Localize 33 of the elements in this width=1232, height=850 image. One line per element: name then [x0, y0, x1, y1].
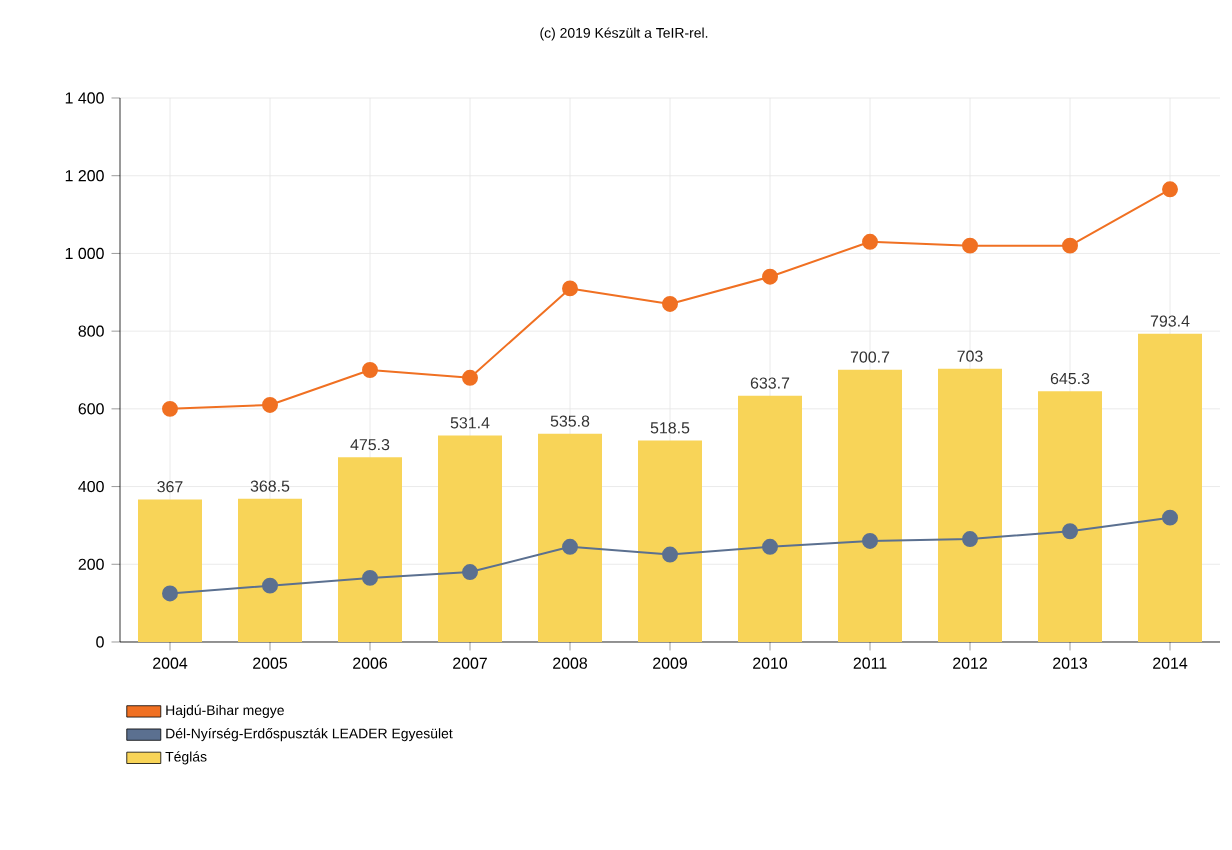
point: [962, 531, 978, 547]
point: [1162, 181, 1178, 198]
point: [262, 396, 278, 413]
point: [162, 400, 178, 417]
point: [762, 268, 778, 285]
point: [862, 532, 878, 549]
point: [1062, 523, 1078, 540]
bar: [338, 457, 402, 642]
point: [462, 564, 478, 581]
point: [962, 237, 978, 254]
point: [762, 538, 778, 555]
bar: [638, 440, 703, 642]
point: [1162, 509, 1178, 526]
bar: [1038, 391, 1103, 642]
bar: [238, 498, 302, 642]
bar: [838, 369, 903, 642]
point: [862, 233, 878, 250]
point: [662, 546, 678, 563]
point: [1062, 237, 1078, 254]
bar: [138, 499, 202, 642]
bar: [938, 368, 1003, 642]
point: [662, 295, 678, 312]
point: [362, 569, 378, 586]
point: [462, 369, 478, 386]
bar: [738, 395, 803, 642]
point: [162, 585, 178, 602]
point: [262, 577, 278, 594]
bar: [438, 435, 503, 642]
point: [562, 538, 578, 555]
point: [362, 362, 378, 378]
bar: [1138, 333, 1203, 642]
bar: [538, 433, 603, 642]
point: [562, 280, 578, 297]
